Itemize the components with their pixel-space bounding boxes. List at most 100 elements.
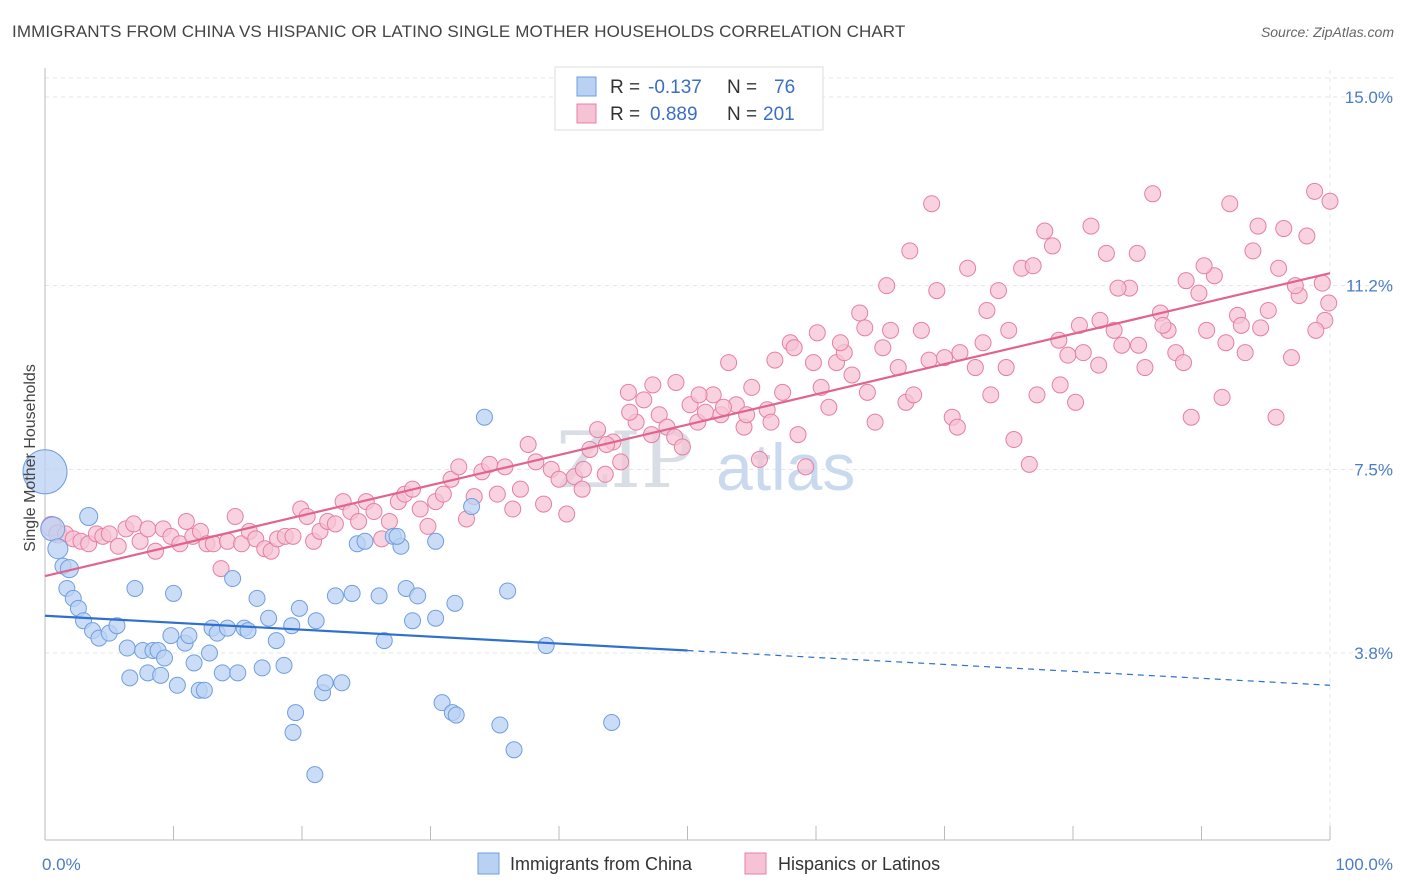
legend-swatch-hispanics xyxy=(576,103,597,124)
china-point-45 xyxy=(283,617,301,635)
hispanics-point-194 xyxy=(808,324,826,342)
hispanics-point-68 xyxy=(550,470,568,488)
china-point-65 xyxy=(427,532,445,550)
china-point-36 xyxy=(224,570,242,588)
hispanics-point-167 xyxy=(1313,274,1331,292)
hispanics-point-39 xyxy=(326,515,344,533)
china-point-77 xyxy=(603,714,621,731)
hispanics-point-84 xyxy=(673,438,691,456)
legend-r-label-2: R = xyxy=(610,104,640,125)
watermark-atlas: atlas xyxy=(716,430,855,504)
china-point-44 xyxy=(275,656,293,674)
hispanics-point-177 xyxy=(1195,257,1213,275)
hispanics-point-136 xyxy=(1074,344,1092,362)
hispanics-point-195 xyxy=(785,339,803,357)
x-tick-label-0: 0.0% xyxy=(42,855,81,874)
hispanics-point-53 xyxy=(434,485,452,503)
china-point-28 xyxy=(185,654,203,672)
hispanics-point-130 xyxy=(1028,386,1046,404)
hispanics-point-168 xyxy=(1320,294,1338,312)
x-tick-label-1: 100.0% xyxy=(1335,855,1393,874)
hispanics-point-46 xyxy=(380,512,398,530)
china-point-67 xyxy=(433,694,451,712)
hispanics-point-77 xyxy=(619,383,637,401)
hispanics-point-115 xyxy=(912,321,930,339)
hispanics-point-124 xyxy=(982,386,1000,404)
hispanics-point-186 xyxy=(1000,321,1018,339)
china-point-30 xyxy=(195,681,213,699)
hispanics-point-44 xyxy=(365,503,383,521)
hispanics-point-111 xyxy=(882,321,900,339)
hispanics-point-94 xyxy=(750,450,768,468)
china-point-58 xyxy=(375,632,393,650)
hispanics-point-132 xyxy=(1043,237,1061,255)
china-point-76 xyxy=(537,637,555,655)
hispanics-point-123 xyxy=(974,334,992,352)
hispanics-point-149 xyxy=(1175,354,1193,372)
hispanics-point-107 xyxy=(851,304,869,322)
china-point-34 xyxy=(213,664,231,682)
hispanics-point-166 xyxy=(1306,182,1324,200)
legend-swatch-china xyxy=(576,76,597,97)
hispanics-point-180 xyxy=(1130,336,1148,354)
hispanics-point-143 xyxy=(1128,244,1146,262)
hispanics-point-74 xyxy=(596,465,614,483)
hispanics-point-176 xyxy=(1217,334,1235,352)
china-point-27 xyxy=(180,627,198,645)
hispanics-point-126 xyxy=(997,359,1015,377)
hispanics-point-64 xyxy=(519,436,537,453)
y-tick-labels: 15.0% 11.2% 7.5% 3.8% xyxy=(1345,88,1393,663)
hispanics-point-163 xyxy=(1282,349,1300,367)
china-point-73 xyxy=(491,716,509,734)
series-china-points xyxy=(22,408,621,784)
hispanics-point-175 xyxy=(1232,316,1250,334)
legend-n-label-1: N = xyxy=(727,77,757,98)
chart-source: Source: ZipAtlas.com xyxy=(1260,24,1394,40)
china-point-22 xyxy=(156,649,174,667)
hispanics-point-200 xyxy=(667,373,685,391)
hispanics-point-153 xyxy=(1205,267,1223,285)
legend-r-value-2: 0.889 xyxy=(650,104,698,125)
hispanics-point-150 xyxy=(1182,408,1200,426)
hispanics-point-125 xyxy=(989,282,1007,300)
hispanics-point-129 xyxy=(1020,455,1038,473)
china-point-72 xyxy=(475,408,493,426)
hispanics-point-140 xyxy=(1105,321,1123,339)
china-point-40 xyxy=(248,589,266,607)
hispanics-point-199 xyxy=(690,386,708,404)
hispanics-point-13 xyxy=(139,520,157,538)
trend-lines xyxy=(44,272,1331,686)
hispanics-point-114 xyxy=(905,386,923,404)
hispanics-point-204 xyxy=(574,460,592,478)
china-point-16 xyxy=(126,579,144,597)
hispanics-point-157 xyxy=(1236,344,1254,362)
hispanics-point-173 xyxy=(1270,259,1288,277)
china-point-15 xyxy=(121,669,139,687)
china-point-43 xyxy=(267,632,285,650)
china-point-49 xyxy=(307,612,325,630)
hispanics-point-190 xyxy=(901,242,919,260)
hispanics-point-152 xyxy=(1198,321,1216,339)
hispanics-point-122 xyxy=(966,359,984,377)
hispanics-point-178 xyxy=(1177,272,1195,290)
hispanics-point-60 xyxy=(488,485,506,503)
hispanics-point-189 xyxy=(923,195,941,213)
hispanics-point-9 xyxy=(109,537,127,555)
hispanics-point-188 xyxy=(948,418,966,436)
hispanics-point-193 xyxy=(831,334,849,352)
china-point-24 xyxy=(165,584,182,602)
hispanics-point-69 xyxy=(558,505,576,523)
series-legend: Immigrants from China Hispanics or Latin… xyxy=(477,852,940,875)
hispanics-point-55 xyxy=(450,458,468,476)
china-point-64 xyxy=(409,587,427,605)
hispanics-point-66 xyxy=(535,495,553,513)
china-trend-line xyxy=(44,614,688,652)
china-point-37 xyxy=(229,664,247,682)
hispanics-point-138 xyxy=(1090,356,1108,374)
hispanics-point-8 xyxy=(100,525,118,543)
hispanics-point-101 xyxy=(804,354,822,372)
china-point-56 xyxy=(356,532,374,550)
china-point-68 xyxy=(446,594,464,612)
china-point-42 xyxy=(260,609,278,627)
bottom-legend-swatch-china xyxy=(477,852,500,875)
